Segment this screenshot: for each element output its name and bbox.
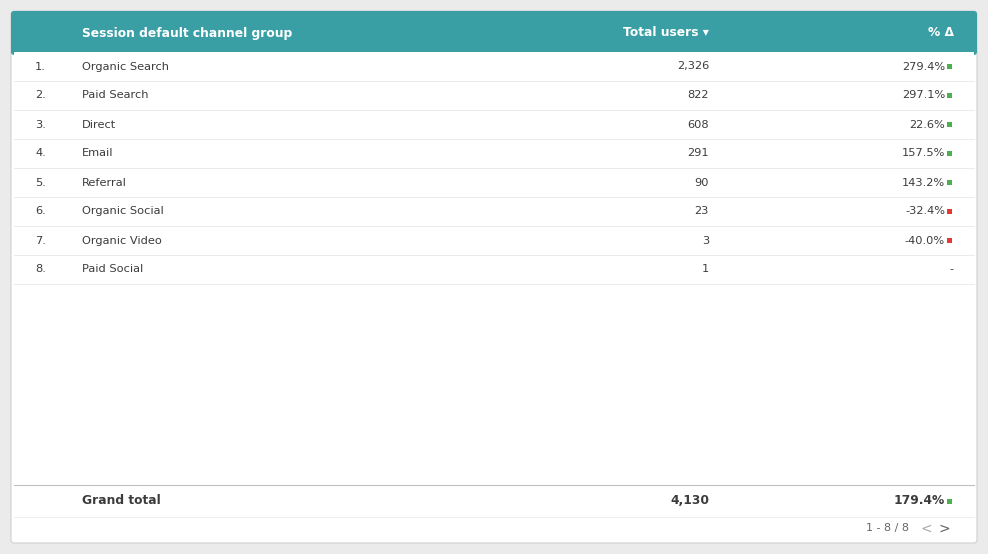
FancyBboxPatch shape (11, 11, 977, 55)
Text: 22.6%: 22.6% (909, 120, 945, 130)
Text: 4.: 4. (36, 148, 46, 158)
Text: 23: 23 (695, 207, 709, 217)
Bar (947, 180, 952, 185)
Text: 143.2%: 143.2% (902, 177, 945, 187)
Bar (947, 64, 952, 69)
Bar (14, 197, 974, 226)
Text: Organic Search: Organic Search (82, 61, 169, 71)
Text: Total users ▾: Total users ▾ (623, 27, 709, 39)
Text: 5.: 5. (36, 177, 46, 187)
Text: >: > (939, 521, 949, 536)
Text: Referral: Referral (82, 177, 126, 187)
Bar (14, 168, 974, 197)
Bar (14, 255, 974, 284)
Text: 297.1%: 297.1% (902, 90, 945, 100)
Bar (947, 93, 952, 98)
Text: 6.: 6. (36, 207, 46, 217)
Text: 8.: 8. (36, 264, 46, 274)
FancyBboxPatch shape (11, 11, 977, 543)
Bar (947, 151, 952, 156)
Bar (14, 44, 974, 52)
Text: 2.: 2. (36, 90, 46, 100)
Text: 3: 3 (701, 235, 709, 245)
Text: Organic Social: Organic Social (82, 207, 164, 217)
Bar (14, 139, 974, 168)
Bar (947, 209, 952, 214)
Bar (14, 81, 974, 110)
Bar (14, 284, 974, 485)
Text: Grand total: Grand total (82, 495, 161, 507)
Text: Organic Video: Organic Video (82, 235, 162, 245)
Text: Email: Email (82, 148, 114, 158)
Text: 1: 1 (701, 264, 709, 274)
Text: Paid Search: Paid Search (82, 90, 148, 100)
Text: -32.4%: -32.4% (905, 207, 945, 217)
Text: <: < (920, 521, 932, 536)
Text: 291: 291 (688, 148, 709, 158)
Bar (14, 517, 974, 540)
Text: 157.5%: 157.5% (902, 148, 945, 158)
Text: Direct: Direct (82, 120, 117, 130)
Bar (14, 110, 974, 139)
Text: 822: 822 (688, 90, 709, 100)
Text: Paid Social: Paid Social (82, 264, 143, 274)
Text: -: - (949, 264, 954, 274)
Bar (947, 499, 952, 504)
Text: -40.0%: -40.0% (905, 235, 945, 245)
Bar (14, 52, 974, 81)
Text: 279.4%: 279.4% (902, 61, 945, 71)
Bar (14, 226, 974, 255)
Text: % Δ: % Δ (928, 27, 954, 39)
Text: 1.: 1. (36, 61, 46, 71)
Text: 1 - 8 / 8: 1 - 8 / 8 (866, 524, 909, 534)
Bar (947, 122, 952, 127)
Text: Session default channel group: Session default channel group (82, 27, 292, 39)
Text: 2,326: 2,326 (677, 61, 709, 71)
Text: 4,130: 4,130 (670, 495, 709, 507)
Text: 3.: 3. (36, 120, 46, 130)
Bar (14, 485, 974, 517)
Text: 90: 90 (695, 177, 709, 187)
Bar (947, 238, 952, 243)
Text: 608: 608 (688, 120, 709, 130)
Text: 179.4%: 179.4% (894, 495, 945, 507)
Text: 7.: 7. (36, 235, 46, 245)
